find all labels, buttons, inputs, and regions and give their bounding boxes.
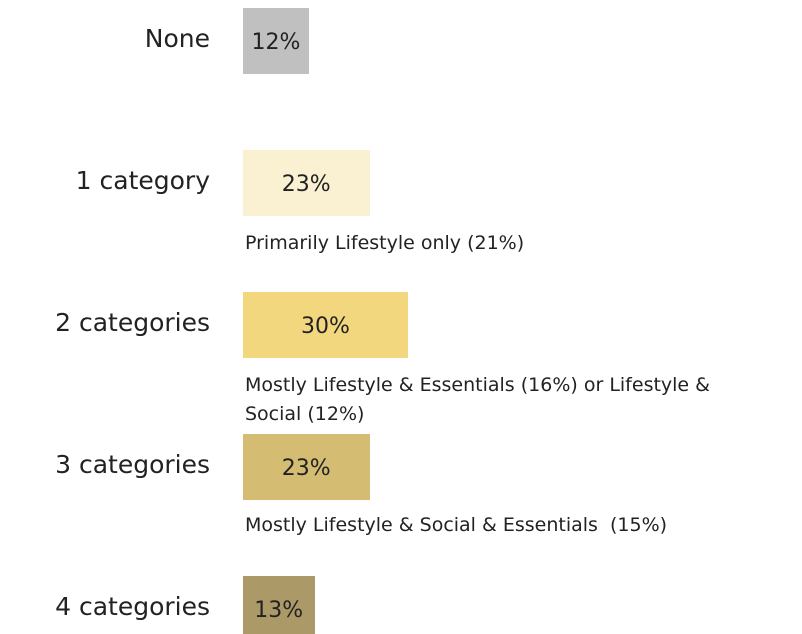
annotation: Mostly Lifestyle & Social & Essentials (… (245, 514, 668, 536)
value-label: 12% (251, 30, 301, 55)
bar (243, 292, 408, 358)
bar (243, 8, 309, 74)
category-label: 1 category (75, 166, 210, 195)
annotation: Mostly Lifestyle & Essentials (16%) or L… (245, 374, 717, 425)
category-label: 4 categories (55, 592, 210, 621)
value-label: 23% (281, 456, 331, 481)
category-label: 3 categories (55, 450, 210, 479)
category-label: None (144, 24, 210, 53)
value-label: 30% (301, 314, 350, 339)
bar (243, 434, 370, 500)
annotation: Primarily Lifestyle only (21%) (245, 232, 525, 254)
value-label: 13% (254, 598, 304, 623)
category-label: 2 categories (55, 308, 210, 337)
bar (243, 150, 370, 216)
bar (243, 576, 315, 634)
value-label: 23% (281, 172, 331, 197)
